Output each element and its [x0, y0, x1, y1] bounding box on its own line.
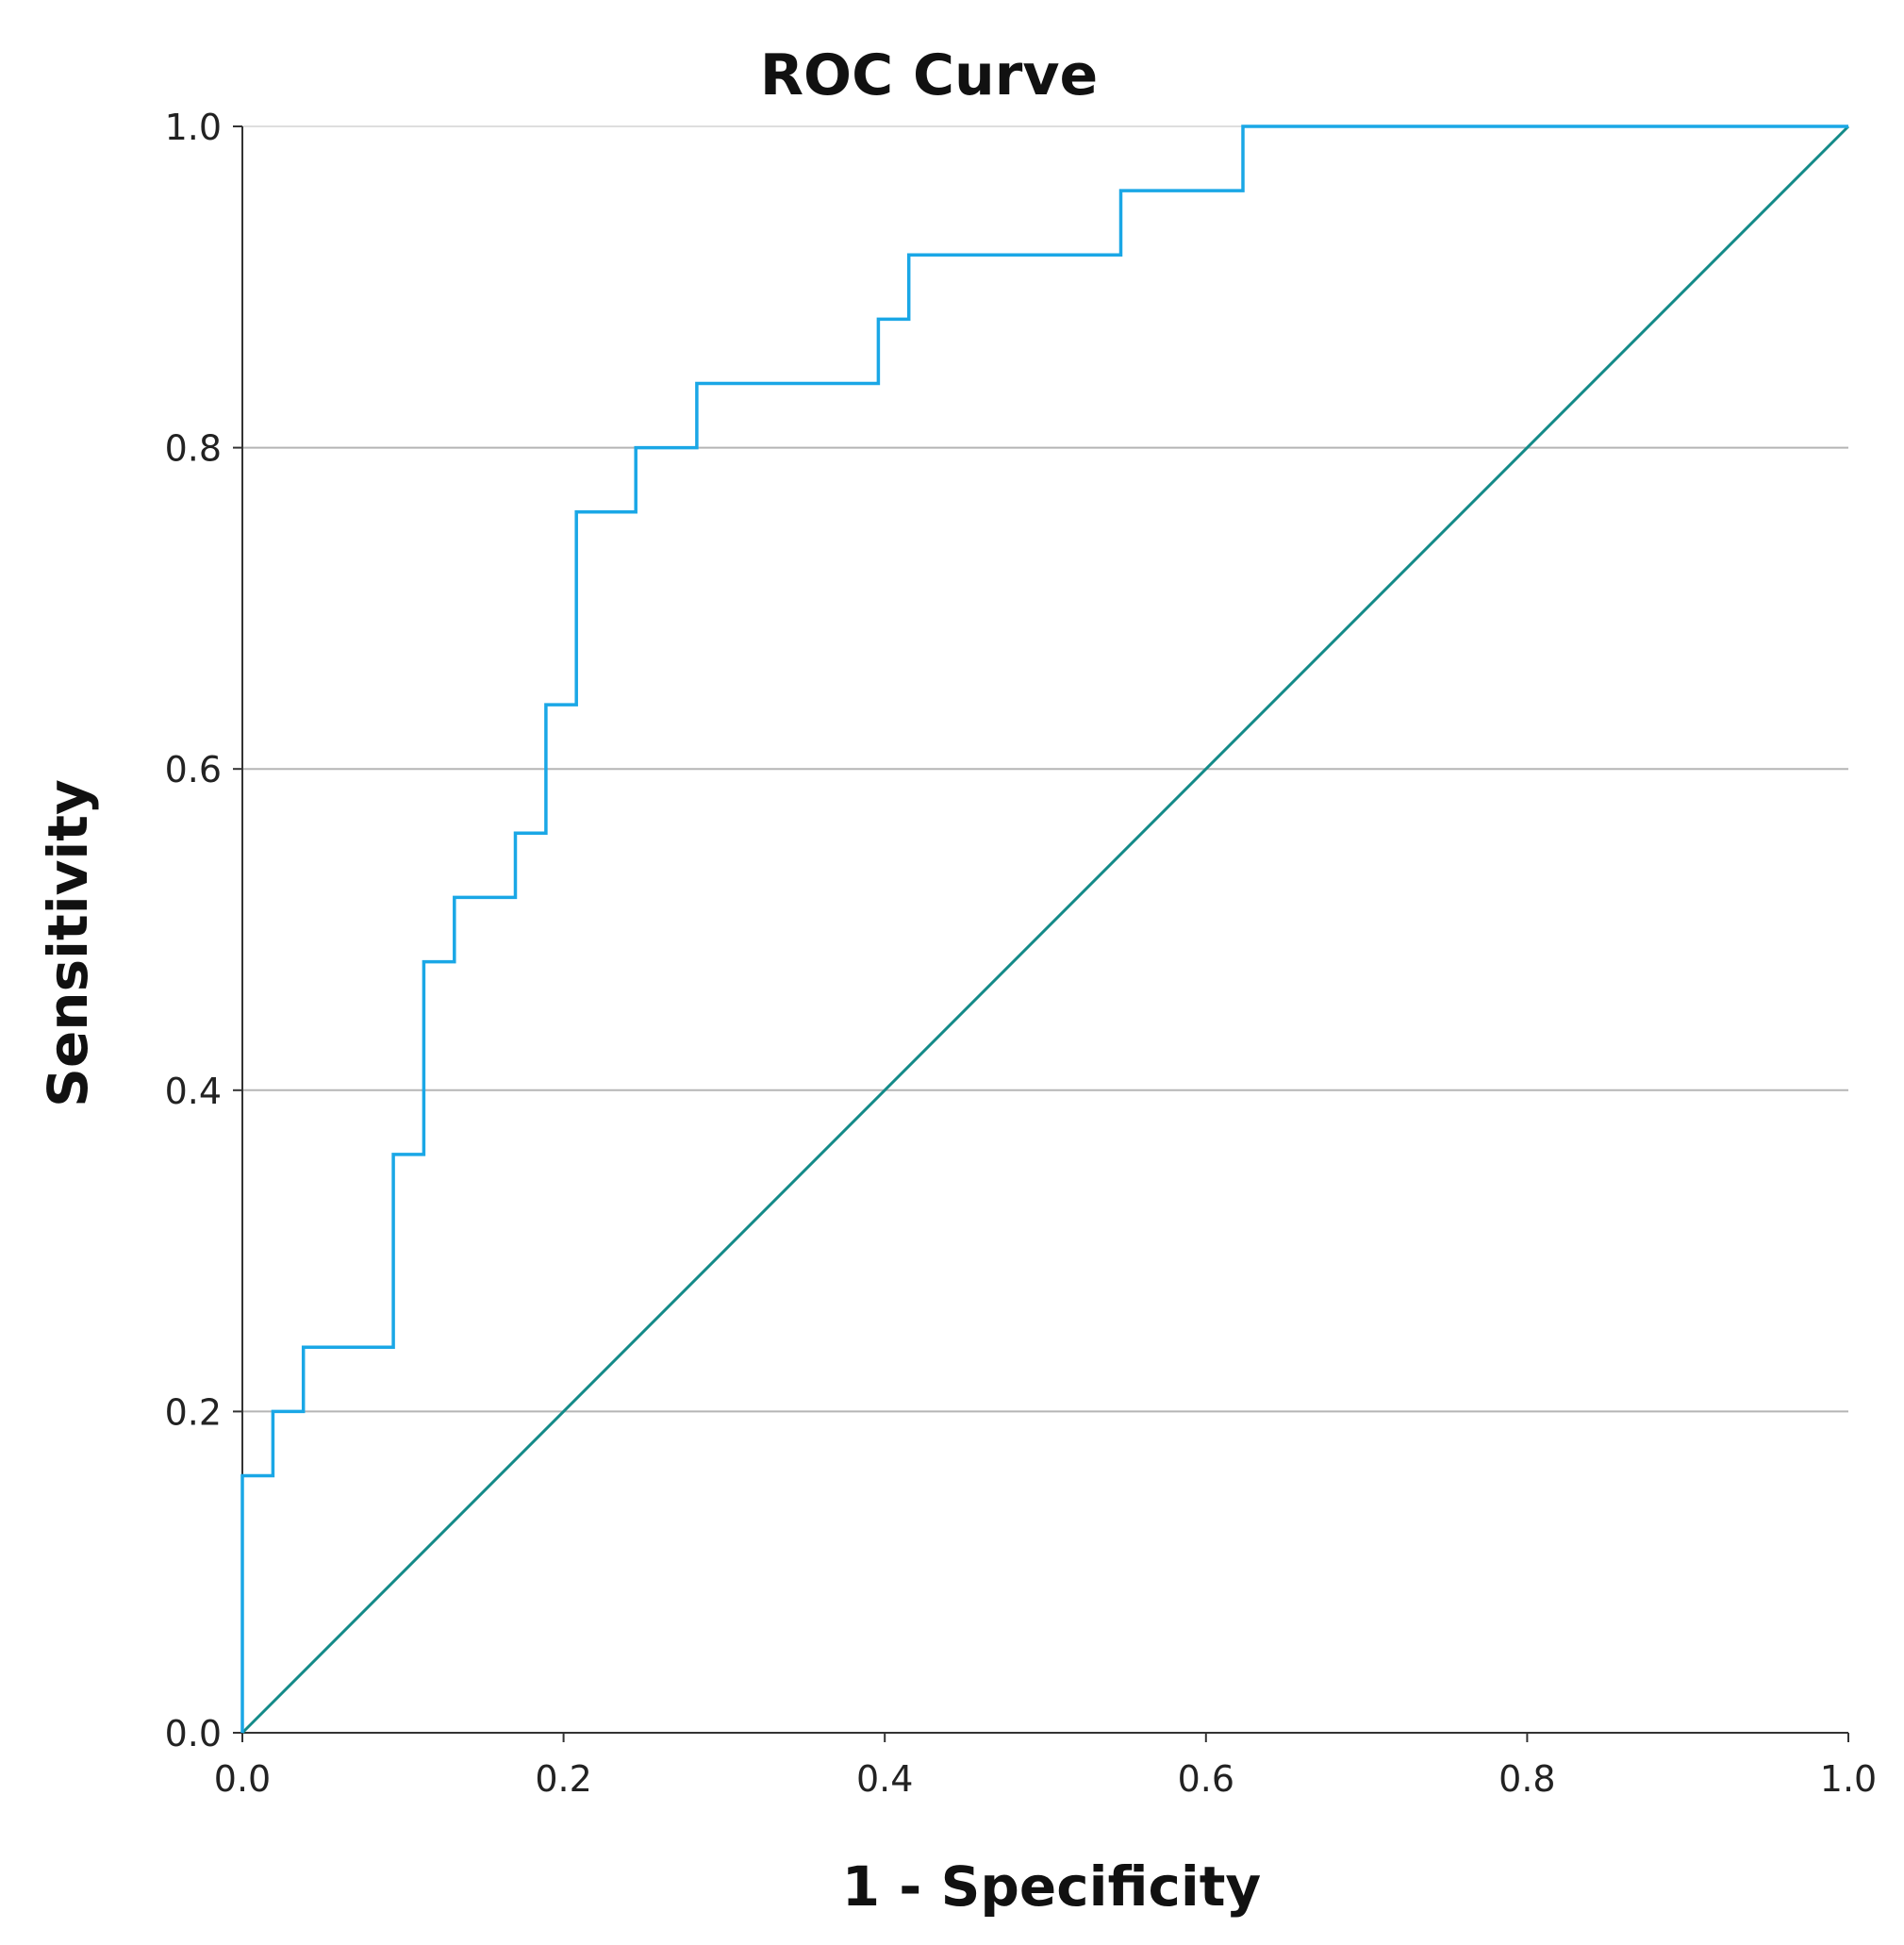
reference-diagonal-line [240, 125, 1850, 1735]
y-tick-label: 0.6 [165, 749, 222, 790]
x-tick-label: 0.6 [1178, 1758, 1234, 1800]
tick-labels: 0.0 0.2 0.4 0.6 0.8 1.0 0.0 0.2 0.4 0.6 0.8 1.0 [165, 107, 1878, 1800]
y-tick-label: 0.2 [165, 1391, 222, 1433]
x-tick-label: 0.4 [856, 1758, 913, 1800]
y-tick-label: 0.8 [165, 428, 222, 470]
y-tick-label: 0.0 [165, 1713, 222, 1754]
y-tick-label: 0.4 [165, 1071, 222, 1112]
roc-step-curve [240, 125, 1848, 1733]
grid-lines [242, 125, 1848, 1413]
series-layer [240, 125, 1850, 1735]
x-tick-label: 0.8 [1498, 1758, 1555, 1800]
x-tick-label: 0.2 [535, 1758, 591, 1800]
x-axis-label: 1 - Specificity [842, 1854, 1262, 1919]
y-axis-label: Sensitivity [36, 779, 100, 1107]
x-tick-label: 0.0 [214, 1758, 271, 1800]
x-tick-label: 1.0 [1820, 1758, 1877, 1800]
chart-title: ROC Curve [760, 42, 1098, 108]
y-tick-label: 1.0 [165, 107, 222, 148]
